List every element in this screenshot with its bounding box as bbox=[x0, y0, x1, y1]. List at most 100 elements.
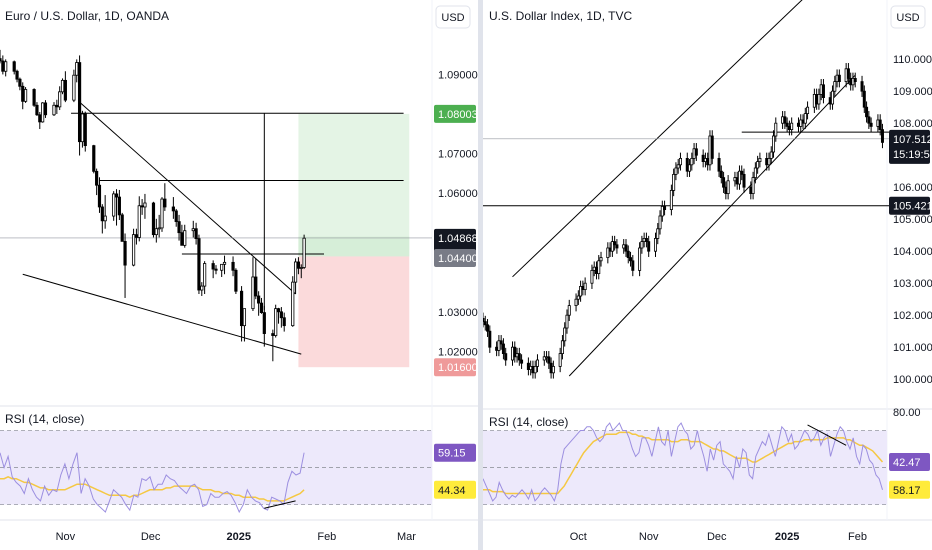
candle-up bbox=[678, 157, 682, 166]
candle-up bbox=[638, 247, 642, 271]
candle-down bbox=[262, 312, 266, 334]
candle-up bbox=[567, 305, 571, 316]
candle-up bbox=[293, 261, 298, 283]
candle-up bbox=[833, 81, 837, 92]
candle-up bbox=[565, 314, 569, 329]
price-label: 1.04400 bbox=[438, 253, 478, 265]
candle-down bbox=[32, 89, 36, 106]
y-tick-label: 105.000 bbox=[893, 214, 932, 226]
trend-line-channel-upper bbox=[512, 0, 803, 278]
candle-up bbox=[535, 359, 539, 367]
candle-down bbox=[722, 177, 726, 188]
candle-up bbox=[576, 295, 580, 300]
x-tick-label: Feb bbox=[848, 531, 867, 543]
candle-down bbox=[663, 205, 667, 210]
profit-zone-filled bbox=[298, 236, 410, 257]
candle-down bbox=[513, 346, 517, 358]
candle-down bbox=[259, 302, 264, 313]
price-label-box bbox=[889, 196, 930, 215]
candle-up bbox=[131, 234, 136, 266]
rsi-ma-label: 44.34 bbox=[438, 485, 466, 497]
candle-up bbox=[560, 340, 564, 354]
y-tick-label: 1.07000 bbox=[438, 149, 478, 161]
candle-down bbox=[194, 228, 198, 240]
candle-down bbox=[197, 238, 201, 291]
candle-up bbox=[688, 164, 692, 172]
price-label-box bbox=[889, 129, 930, 164]
candle-up bbox=[806, 106, 810, 114]
candle-up bbox=[656, 228, 660, 239]
candle-up bbox=[817, 94, 821, 105]
candle-up bbox=[551, 365, 555, 374]
candle-up bbox=[660, 205, 664, 217]
loss-zone bbox=[298, 256, 410, 368]
rsi-line bbox=[0, 452, 305, 514]
y-tick-label: 1.03000 bbox=[438, 307, 478, 319]
candle-down bbox=[282, 317, 286, 327]
candle-up bbox=[274, 308, 278, 336]
candle-down bbox=[174, 210, 178, 222]
candle-down bbox=[783, 116, 787, 124]
candle-up bbox=[220, 263, 224, 271]
candle-down bbox=[211, 263, 215, 270]
candle-up bbox=[753, 167, 757, 178]
rsi-ma-box bbox=[434, 480, 476, 499]
candle-down bbox=[114, 193, 119, 198]
currency-label: USD bbox=[896, 12, 919, 24]
candle-down bbox=[860, 81, 864, 92]
candle-up bbox=[606, 247, 610, 258]
candle-down bbox=[117, 196, 121, 216]
candle-down bbox=[880, 129, 884, 143]
y-tick-label: 110.000 bbox=[893, 54, 932, 66]
candle-down bbox=[140, 205, 144, 208]
candle-up bbox=[302, 237, 306, 268]
candle-down bbox=[134, 234, 139, 238]
y-tick-label: 103.000 bbox=[893, 278, 932, 290]
candle-down bbox=[0, 58, 2, 62]
candle-down bbox=[271, 333, 275, 336]
candle-up bbox=[52, 104, 56, 116]
candle-up bbox=[769, 151, 773, 159]
candle-up bbox=[103, 215, 107, 222]
price-label: 1.04868 bbox=[438, 233, 478, 245]
rsi-line bbox=[483, 422, 883, 503]
candle-down bbox=[504, 353, 508, 361]
candle-down bbox=[92, 145, 96, 172]
candle-up bbox=[80, 113, 85, 143]
candle-down bbox=[710, 135, 714, 159]
candle-up bbox=[590, 269, 594, 284]
y-tick-label: 104.000 bbox=[893, 246, 932, 258]
candle-down bbox=[83, 113, 87, 147]
candle-down bbox=[95, 170, 99, 186]
candle-up bbox=[640, 241, 644, 249]
candle-down bbox=[867, 116, 871, 124]
candle-down bbox=[279, 311, 283, 319]
y-tick-label: 1.02000 bbox=[438, 346, 478, 358]
rsi-divergence-line bbox=[807, 424, 847, 446]
rsi-value-box bbox=[889, 480, 930, 499]
candle-down bbox=[55, 104, 59, 108]
price-label: 1.08003 bbox=[438, 109, 478, 121]
candle-up bbox=[160, 198, 164, 229]
candle-up bbox=[542, 356, 546, 361]
candle-down bbox=[239, 290, 244, 327]
profit-zone bbox=[298, 113, 410, 257]
candle-up bbox=[772, 135, 776, 153]
candle-up bbox=[58, 91, 62, 108]
candle-up bbox=[597, 260, 601, 274]
candle-down bbox=[214, 268, 218, 271]
currency-label: USD bbox=[441, 12, 464, 24]
candle-down bbox=[177, 221, 181, 234]
chart-divider[interactable] bbox=[478, 0, 483, 550]
candle-up bbox=[558, 353, 562, 367]
y-tick-label: 108.000 bbox=[893, 118, 932, 130]
candle-down bbox=[1, 60, 5, 72]
x-tick-label: 2025 bbox=[226, 531, 250, 543]
candle-up bbox=[579, 285, 583, 297]
dxy-chart[interactable]: U.S. Dollar Index, 1D, TVC USD 110.000 109.… bbox=[483, 0, 932, 550]
eurusd-chart[interactable]: Euro / U.S. Dollar, 1D, OANDA USD 1.09000 1… bbox=[0, 0, 478, 550]
candle-down bbox=[846, 68, 850, 79]
candle-up bbox=[75, 62, 79, 76]
candle-up bbox=[774, 122, 778, 137]
rsi-title: RSI (14, close) bbox=[5, 412, 84, 426]
